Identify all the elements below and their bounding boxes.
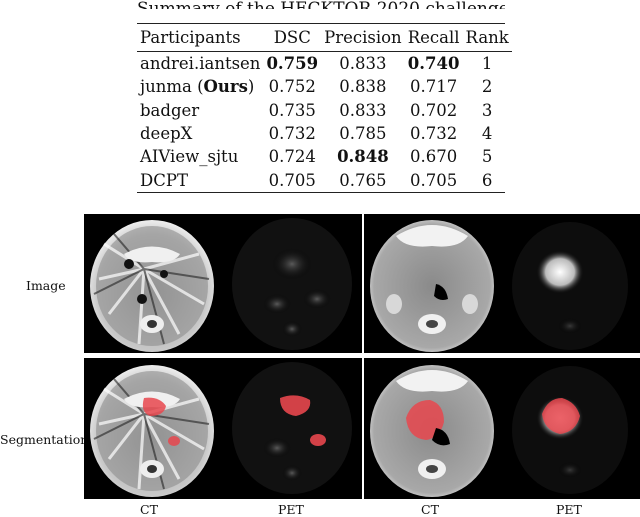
leaderboard-table-container: Summary of the HECKTOR 2020 challenge le… — [137, 0, 512, 193]
row-label-segmentation: Segmentation — [0, 432, 89, 447]
table-row: badger 0.735 0.833 0.702 3 — [137, 99, 512, 122]
ct-segmentation-panel-2 — [364, 358, 500, 499]
cell-recall: 0.732 — [409, 124, 458, 144]
table-row: junma (Ours) 0.752 0.838 0.717 2 — [137, 75, 512, 98]
pet-image-panel-2 — [500, 214, 640, 353]
header-recall: Recall — [407, 28, 460, 47]
cell-precision: 0.833 — [339, 54, 387, 74]
row-label-image: Image — [26, 278, 66, 293]
cell-participant: badger — [140, 100, 200, 120]
cell-rank: 1 — [481, 54, 493, 74]
cell-rank: 2 — [481, 77, 493, 97]
participant-name: junma ( — [140, 77, 204, 97]
cell-recall: 0.705 — [409, 170, 458, 190]
cell-dsc: 0.752 — [268, 77, 316, 97]
cell-precision: 0.838 — [339, 77, 387, 97]
cell-dsc: 0.705 — [268, 170, 316, 190]
cell-precision: 0.765 — [339, 170, 387, 190]
cell-rank: 3 — [481, 100, 493, 120]
cell-precision: 0.848 — [337, 147, 389, 167]
header-participants: Participants — [140, 28, 241, 47]
table-row: AIView_sjtu 0.724 0.848 0.670 5 — [137, 145, 512, 168]
cell-participant: deepX — [140, 124, 193, 144]
table-row: deepX 0.732 0.785 0.732 4 — [137, 122, 512, 145]
leaderboard-table: Participants DSC Precision Recall Rank a… — [137, 24, 512, 192]
cell-rank: 6 — [481, 170, 493, 190]
header-precision: Precision — [324, 28, 402, 47]
pet-segmentation-panel-2 — [500, 358, 640, 499]
table-bottom-rule — [137, 191, 505, 193]
table-top-rule — [137, 23, 505, 24]
cell-participant: junma (Ours) — [137, 75, 263, 98]
cell-dsc: 0.735 — [268, 100, 316, 120]
cell-recall: 0.670 — [409, 147, 458, 167]
cell-precision: 0.785 — [339, 124, 387, 144]
pet-segmentation-panel-1 — [222, 358, 362, 499]
col-label-pet-1: PET — [278, 502, 304, 517]
clipped-caption: Summary of the HECKTOR 2020 challenge le… — [137, 0, 505, 10]
cell-recall: 0.717 — [409, 77, 458, 97]
participant-tail: ) — [247, 77, 255, 97]
ours-marker: Ours — [203, 77, 248, 97]
cell-dsc: 0.724 — [268, 147, 316, 167]
col-label-ct-2: CT — [421, 502, 439, 517]
col-label-pet-2: PET — [556, 502, 582, 517]
col-label-ct-1: CT — [140, 502, 158, 517]
table-row: andrei.iantsen 0.759 0.833 0.740 1 — [137, 52, 512, 75]
ct-image-panel-1 — [84, 214, 222, 353]
cell-rank: 4 — [481, 124, 493, 144]
cell-recall: 0.702 — [409, 100, 458, 120]
header-dsc: DSC — [273, 28, 311, 47]
cell-participant: AIView_sjtu — [140, 147, 239, 167]
header-rank: Rank — [465, 28, 509, 47]
cell-rank: 5 — [481, 147, 493, 167]
table-row: DCPT 0.705 0.765 0.705 6 — [137, 168, 512, 191]
cell-precision: 0.833 — [339, 100, 387, 120]
ct-segmentation-panel-1 — [84, 358, 222, 499]
cell-recall: 0.740 — [407, 54, 460, 74]
cell-dsc: 0.732 — [268, 124, 316, 144]
image-figure: Image Segmentation — [0, 214, 640, 517]
ct-image-panel-2 — [364, 214, 500, 353]
cell-participant: DCPT — [140, 170, 188, 190]
table-header-row: Participants DSC Precision Recall Rank — [137, 24, 512, 51]
cell-dsc: 0.759 — [266, 54, 319, 74]
tumor-mask-primary — [142, 397, 166, 416]
cell-participant: andrei.iantsen — [140, 54, 261, 74]
pet-image-panel-1 — [222, 214, 362, 353]
